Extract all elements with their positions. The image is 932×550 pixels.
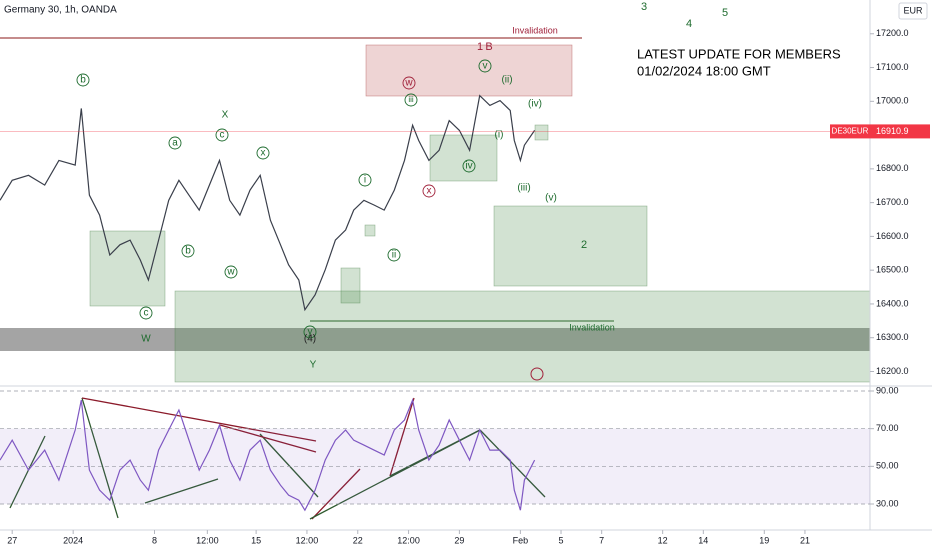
wave-label: (iv) [528, 99, 542, 110]
x-tick-label: 27 [7, 535, 17, 545]
y-tick-label: 17000.0 [876, 96, 909, 106]
wave-label: iii [408, 95, 414, 104]
wave-label: (iii) [517, 183, 530, 194]
y-tick-label: 90.00 [876, 385, 899, 395]
y-tick-label: 17100.0 [876, 62, 909, 72]
invalidation-label: Invalidation [512, 25, 558, 35]
x-tick-label: 5 [559, 535, 564, 545]
annotations: b a X c x b w c W y (4) Y i ii w iii x i… [76, 1, 728, 381]
notice: LATEST UPDATE FOR MEMBERS [637, 46, 841, 61]
y-tick-label: 16300.0 [876, 332, 909, 342]
red-zone [365, 44, 573, 97]
wave-label: 2 [581, 239, 587, 251]
wave-label: x [427, 186, 432, 197]
y-tick-label: 16800.0 [876, 163, 909, 173]
currency: EUR [903, 5, 923, 15]
y-tick-label: 17200.0 [876, 28, 909, 38]
x-tick-label: 21 [800, 535, 810, 545]
wave-label: b [185, 246, 191, 257]
y-tick-label: 16600.0 [876, 231, 909, 241]
icon [530, 367, 544, 381]
wave-label: 5 [722, 7, 728, 19]
wave-label: iv [465, 161, 472, 172]
wave-label: B [485, 41, 492, 53]
wave-label: W [141, 334, 151, 345]
wave-label: Y [310, 360, 317, 371]
y-tick-label: 16400.0 [876, 298, 909, 308]
x-tick-label: 15 [251, 535, 261, 545]
chart-title: Germany 30, 1h, OANDA [4, 5, 117, 16]
wave-label: ii [392, 250, 396, 261]
series-line [0, 94, 536, 312]
wave-label: (v) [545, 193, 557, 204]
x-tick-label: 8 [152, 535, 157, 545]
wave-label: i [364, 175, 366, 186]
wave-label: (ii) [501, 75, 512, 86]
wave-label: b [80, 75, 86, 86]
zone [493, 205, 648, 287]
gray-band [0, 328, 870, 351]
zone [340, 267, 361, 304]
x-tick-label: 19 [759, 535, 769, 545]
y-tick-label: 16700.0 [876, 197, 909, 207]
y-tick-label: 50.00 [876, 461, 899, 471]
y-tick-label: 30.00 [876, 498, 899, 508]
series-line [0, 398, 536, 512]
wave-label: 4 [686, 18, 692, 30]
wave-label: 3 [641, 1, 647, 13]
wave-label: c [144, 308, 149, 319]
wave-label: a [172, 138, 178, 149]
symbol-tag [830, 124, 870, 139]
y-tick-label: 16200.0 [876, 366, 909, 376]
wave-label: x [261, 148, 266, 159]
x-tick-label: Feb [513, 535, 529, 545]
notice: 01/02/2024 18:00 GMT [637, 63, 771, 78]
symbol-label: DE30EUR [832, 127, 869, 136]
x-tick-label: 22 [353, 535, 363, 545]
x-tick-label: 12:00 [296, 535, 319, 545]
price-tag [870, 124, 930, 139]
zone [534, 124, 549, 141]
x-tick-label: 14 [698, 535, 708, 545]
wave-label: v [483, 61, 488, 72]
invalidation-label: Invalidation [569, 322, 615, 332]
x-tick-label: 2024 [63, 535, 83, 545]
currency-box [898, 2, 928, 20]
wave-label: c [220, 130, 225, 141]
wave-label: X [222, 110, 229, 121]
zone [364, 224, 376, 237]
x-tick-label: 12:00 [397, 535, 420, 545]
wave-label: (4) [304, 334, 316, 345]
wave-label: w [226, 267, 235, 278]
wave-label: y [308, 327, 313, 338]
zone [89, 230, 166, 307]
x-tick-label: 29 [454, 535, 464, 545]
x-tick-label: 7 [599, 535, 604, 545]
x-tick-label: 12:00 [196, 535, 219, 545]
y-tick-label: 16500.0 [876, 265, 909, 275]
zone [174, 290, 871, 383]
y-tick-label: 70.00 [876, 423, 899, 433]
wave-label: (i) [495, 130, 504, 141]
last-price-label: 16910.9 [876, 126, 909, 136]
x-tick-label: 12 [658, 535, 668, 545]
wave-label: 1 [477, 41, 483, 53]
wave-label: w [404, 78, 413, 89]
zone [429, 134, 498, 182]
trend-lines [9, 397, 546, 520]
